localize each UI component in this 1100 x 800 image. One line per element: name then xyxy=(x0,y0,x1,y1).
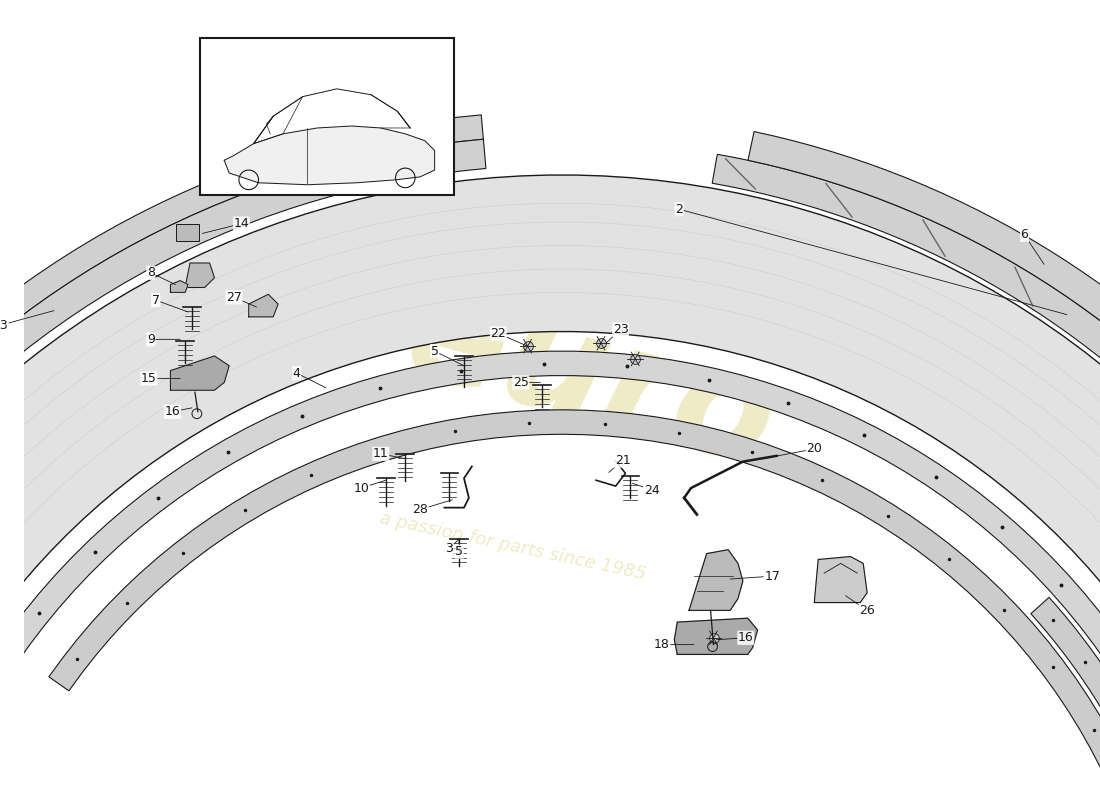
Polygon shape xyxy=(0,351,1100,800)
Text: 8: 8 xyxy=(147,266,175,285)
Text: 13: 13 xyxy=(0,310,54,332)
Polygon shape xyxy=(185,263,214,287)
Polygon shape xyxy=(48,410,1100,800)
Text: 20: 20 xyxy=(762,442,822,458)
Text: 2: 2 xyxy=(675,202,1067,314)
Text: 26: 26 xyxy=(846,596,874,617)
Text: 6: 6 xyxy=(1021,229,1044,264)
Text: euro: euro xyxy=(392,264,791,497)
Text: 24: 24 xyxy=(632,483,660,497)
Text: 21: 21 xyxy=(608,454,630,473)
Polygon shape xyxy=(1031,598,1100,800)
Text: 14: 14 xyxy=(202,217,250,234)
Polygon shape xyxy=(249,294,278,317)
Text: 7: 7 xyxy=(152,294,188,312)
Text: 11: 11 xyxy=(373,447,405,460)
Text: 16: 16 xyxy=(716,631,754,644)
Polygon shape xyxy=(0,175,1100,800)
Text: 10: 10 xyxy=(353,480,386,494)
FancyBboxPatch shape xyxy=(176,224,199,242)
Text: 23: 23 xyxy=(606,323,628,343)
Polygon shape xyxy=(170,356,229,390)
Polygon shape xyxy=(0,139,486,454)
Text: 3: 3 xyxy=(446,539,459,555)
Polygon shape xyxy=(224,126,434,185)
Text: 5: 5 xyxy=(430,345,464,366)
Polygon shape xyxy=(0,115,483,434)
Text: 5: 5 xyxy=(455,539,463,558)
Text: 16: 16 xyxy=(165,406,192,418)
Polygon shape xyxy=(748,131,1100,588)
Polygon shape xyxy=(170,281,188,292)
Polygon shape xyxy=(689,550,743,610)
Polygon shape xyxy=(674,618,758,654)
Text: 9: 9 xyxy=(147,333,180,346)
Text: 4: 4 xyxy=(293,366,326,388)
Text: 18: 18 xyxy=(653,638,694,651)
Text: 27: 27 xyxy=(227,290,256,307)
Text: a passion for parts since 1985: a passion for parts since 1985 xyxy=(378,510,648,584)
Text: 28: 28 xyxy=(412,500,452,516)
Polygon shape xyxy=(712,154,1100,712)
FancyBboxPatch shape xyxy=(200,38,454,194)
Text: 25: 25 xyxy=(513,376,540,389)
Polygon shape xyxy=(814,557,867,602)
Text: 22: 22 xyxy=(491,327,528,346)
Text: 15: 15 xyxy=(141,372,180,385)
Text: 17: 17 xyxy=(730,570,780,582)
